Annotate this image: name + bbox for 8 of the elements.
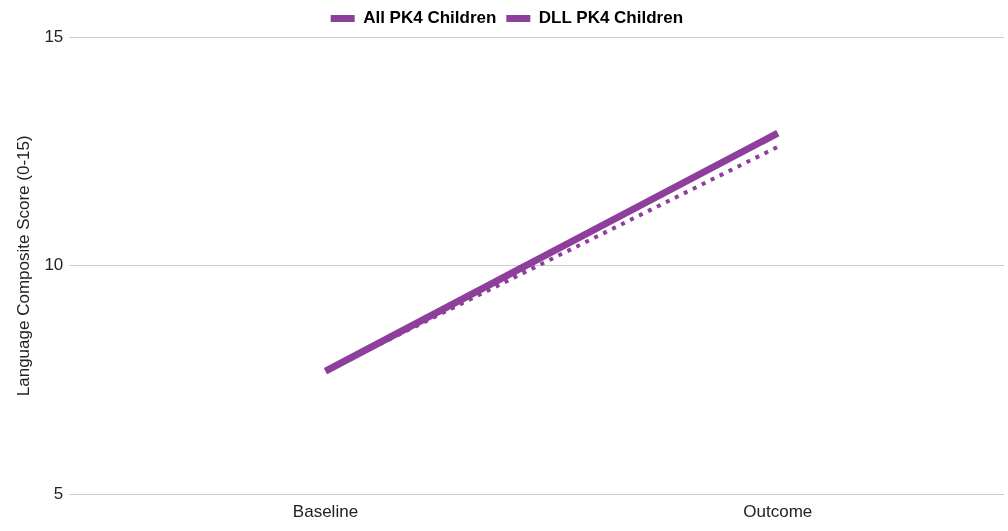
x-tick-label: Baseline (292, 502, 359, 522)
y-tick-label: 15 (44, 26, 64, 46)
y-tick-label: 5 (53, 484, 64, 504)
y-axis-title: Language Composite Score (0-15) (13, 135, 33, 397)
legend-label: All PK4 Children (363, 8, 497, 28)
y-tick-label: 10 (44, 255, 64, 275)
x-tick-label: Outcome (743, 502, 813, 522)
legend-label: DLL PK4 Children (538, 8, 684, 28)
